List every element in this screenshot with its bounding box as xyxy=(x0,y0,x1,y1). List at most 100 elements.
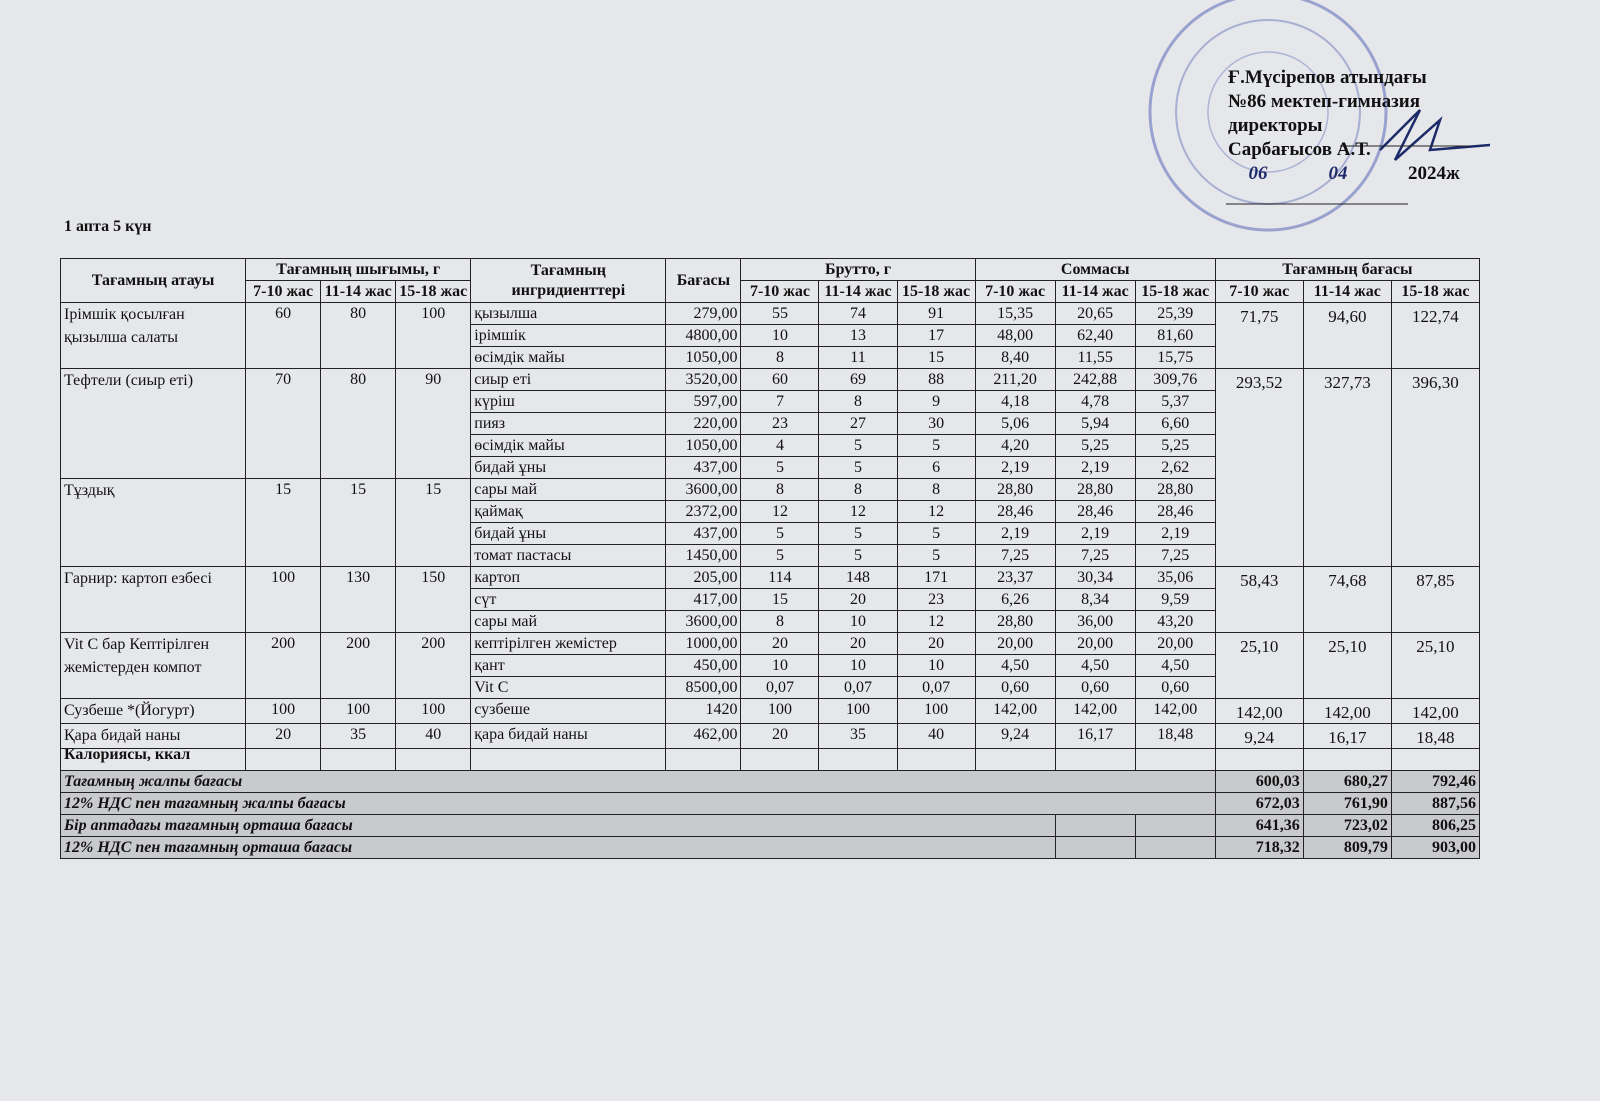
menu-table: Тағамның атауы Тағамның шығымы, г Тағамның… xyxy=(59,258,1481,859)
ingredient: өсімдік майы xyxy=(470,346,667,369)
sum: 2,19 xyxy=(974,456,1056,479)
sum: 2,19 xyxy=(1054,456,1136,479)
sum: 2,19 xyxy=(974,522,1056,545)
ingredient: томат пастасы xyxy=(470,544,667,567)
brutto: 10 xyxy=(818,610,898,633)
yield: 150 xyxy=(395,566,472,633)
dish-cost: 122,74 xyxy=(1390,302,1481,369)
brutto: 100 xyxy=(896,698,976,724)
sum: 4,78 xyxy=(1054,390,1136,413)
ingredient: сиыр еті xyxy=(470,368,667,391)
brutto: 0,07 xyxy=(740,676,820,699)
brutto: 5 xyxy=(740,522,820,545)
sum: 7,25 xyxy=(974,544,1056,567)
age-header: 11-14 жас xyxy=(320,280,397,303)
yield: 35 xyxy=(320,723,397,749)
brutto: 100 xyxy=(740,698,820,724)
brutto: 5 xyxy=(818,544,898,567)
price: 279,00 xyxy=(665,302,742,325)
ingredient: Vit C xyxy=(470,676,667,699)
brutto: 69 xyxy=(818,368,898,391)
price: 4800,00 xyxy=(665,324,742,347)
brutto: 8 xyxy=(818,390,898,413)
dish-name: Қара бидай наны xyxy=(59,723,247,749)
brutto: 0,07 xyxy=(818,676,898,699)
ingredient: бидай ұны xyxy=(470,522,667,545)
age-header: 7-10 жас xyxy=(245,280,322,303)
sum: 28,46 xyxy=(1134,500,1216,523)
sum: 20,00 xyxy=(1054,632,1136,655)
dish-cost: 25,10 xyxy=(1390,632,1481,699)
table-row: ірімшік 4800,00 10 13 17 48,00 62,40 81,60 xyxy=(61,324,1480,347)
summary-value: 680,27 xyxy=(1302,770,1392,793)
empty-cell xyxy=(974,748,1056,771)
sum: 9,24 xyxy=(974,723,1056,749)
brutto: 40 xyxy=(896,723,976,749)
ingredient: пияз xyxy=(470,412,667,435)
age-header: 15-18 жас xyxy=(1390,280,1481,303)
table-row: Тағамның атауы Тағамның шығымы, г Тағамның… xyxy=(59,258,1481,303)
sum: 4,20 xyxy=(974,434,1056,457)
dish-name: Сузбеше *(Йогурт) xyxy=(59,698,247,724)
ingredient: картоп xyxy=(470,566,667,589)
table-row: 12% НДС пен тағамның жалпы бағасы 672,03 7… xyxy=(60,792,1481,815)
sum: 20,00 xyxy=(974,632,1056,655)
header: Тағамның бағасы xyxy=(1214,258,1481,281)
sum: 2,19 xyxy=(1134,522,1216,545)
sum: 16,17 xyxy=(1054,723,1136,749)
dish-cost: 94,60 xyxy=(1302,302,1392,369)
empty-cell xyxy=(1134,748,1216,771)
summary-value: 718,32 xyxy=(1214,836,1304,859)
summary-label: 12% НДС пен тағамның жалпы бағасы xyxy=(60,792,1216,815)
sum: 211,20 xyxy=(974,368,1056,391)
brutto: 6 xyxy=(896,456,976,479)
brutto: 20 xyxy=(896,632,976,655)
price: 220,00 xyxy=(665,412,742,435)
brutto: 12 xyxy=(818,500,898,523)
sum: 15,35 xyxy=(974,302,1056,325)
brutto: 11 xyxy=(818,346,898,369)
summary-label: 12% НДС пен тағамның орташа бағасы xyxy=(60,836,1056,859)
sum: 28,46 xyxy=(1054,500,1136,523)
sum: 6,60 xyxy=(1134,412,1216,435)
brutto: 12 xyxy=(896,500,976,523)
sum: 7,25 xyxy=(1054,544,1136,567)
empty-cell xyxy=(1302,748,1392,771)
sum: 62,40 xyxy=(1054,324,1136,347)
dish-cost: 16,17 xyxy=(1302,723,1392,749)
yield: 15 xyxy=(245,478,322,567)
yield: 15 xyxy=(320,478,397,567)
ingredient: ірімшік xyxy=(470,324,667,347)
sum: 6,26 xyxy=(974,588,1056,611)
empty-cell xyxy=(1054,748,1136,771)
empty-cell xyxy=(818,748,898,771)
age-header: 15-18 жас xyxy=(896,280,976,303)
stamp xyxy=(1148,0,1388,232)
brutto: 8 xyxy=(896,478,976,501)
price: 1450,00 xyxy=(665,544,742,567)
table-row: күріш 597,00 7 8 9 4,18 4,78 5,37 xyxy=(61,390,1480,413)
dish-cost: 142,00 xyxy=(1390,698,1481,724)
brutto: 10 xyxy=(740,324,820,347)
sum: 28,80 xyxy=(974,610,1056,633)
age-header: 7-10 жас xyxy=(1214,280,1304,303)
summary-value: 723,02 xyxy=(1302,814,1392,837)
price: 8500,00 xyxy=(665,676,742,699)
empty-cell xyxy=(470,748,667,771)
sum: 81,60 xyxy=(1134,324,1216,347)
brutto: 91 xyxy=(896,302,976,325)
empty-cell xyxy=(1134,836,1216,859)
empty-cell xyxy=(1054,836,1136,859)
summary-value: 887,56 xyxy=(1390,792,1481,815)
yield: 130 xyxy=(320,566,397,633)
brutto: 88 xyxy=(896,368,976,391)
dish-cost: 71,75 xyxy=(1214,302,1304,369)
summary-value: 672,03 xyxy=(1214,792,1304,815)
sum: 242,88 xyxy=(1054,368,1136,391)
price: 437,00 xyxy=(665,522,742,545)
sum: 36,00 xyxy=(1054,610,1136,633)
sum: 4,50 xyxy=(1054,654,1136,677)
brutto: 5 xyxy=(740,456,820,479)
table-row: Сузбеше *(Йогурт) 100 100 100 сузбеше 1420 100… xyxy=(59,698,1481,724)
ingredient: қант xyxy=(470,654,667,677)
